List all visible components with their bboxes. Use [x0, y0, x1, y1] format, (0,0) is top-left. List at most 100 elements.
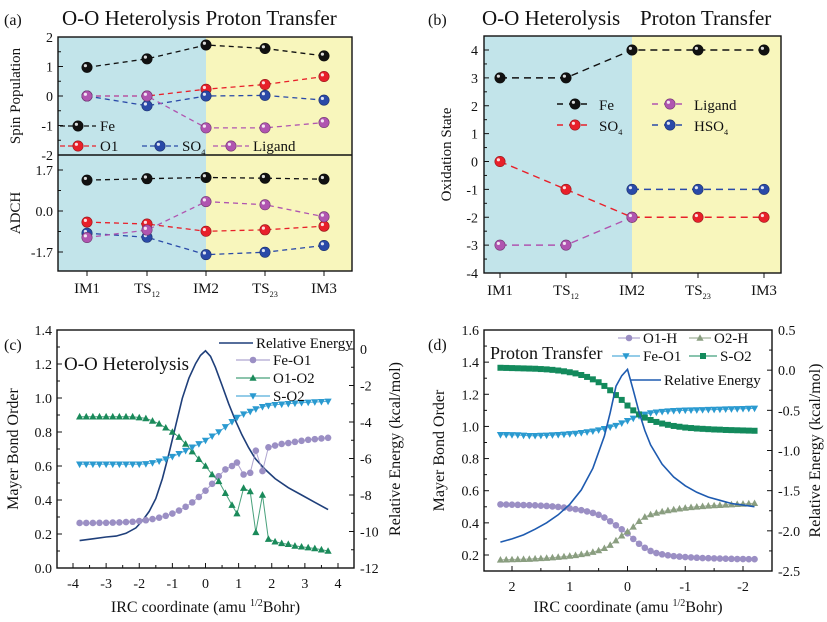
data-point — [285, 439, 292, 447]
subplot-spin-population: 2 1 0 -1 -2 Spin Population Fe O1 SO4 Ligand — [8, 31, 330, 164]
x-tick-label: 2 — [268, 577, 275, 592]
data-point — [259, 89, 271, 101]
data-point — [595, 511, 602, 519]
data-point — [745, 427, 752, 434]
y-axis-label: Oxidation State — [439, 107, 455, 201]
legend-marker — [625, 334, 633, 342]
data-point — [560, 183, 572, 195]
data-point-highlight — [83, 64, 87, 68]
series-ligand — [81, 90, 330, 134]
data-point-body — [81, 216, 93, 228]
data-point — [324, 434, 332, 442]
legend-marker-highlight — [227, 142, 231, 146]
data-point — [258, 491, 267, 498]
y-tick-label: 1 — [471, 128, 478, 143]
data-point — [658, 507, 666, 515]
data-point-body — [200, 122, 212, 134]
legend-marker-body — [664, 119, 676, 131]
data-point — [215, 477, 223, 485]
data-point — [155, 420, 163, 427]
data-point — [175, 433, 183, 440]
data-point — [692, 211, 704, 223]
data-point-body — [626, 211, 638, 223]
data-point — [318, 173, 330, 185]
data-point — [670, 505, 678, 513]
data-point — [687, 407, 695, 414]
data-point — [600, 544, 608, 552]
data-point — [716, 555, 724, 562]
data-point — [698, 407, 707, 414]
data-point — [751, 555, 758, 563]
data-point — [618, 525, 626, 533]
data-point — [265, 444, 272, 451]
data-point — [81, 232, 93, 244]
data-point — [577, 430, 585, 437]
y2-tick-label: 0 — [360, 343, 367, 358]
data-point — [595, 427, 603, 434]
data-point — [115, 412, 123, 420]
data-point — [705, 554, 712, 562]
panel-c: (c)0.00.20.40.60.81.01.21.40-2-4-6-8-10-… — [4, 324, 404, 616]
data-point — [278, 539, 286, 547]
data-point-highlight — [496, 74, 500, 78]
legend-marker — [72, 120, 84, 132]
data-point — [589, 548, 597, 555]
legend-marker — [249, 374, 257, 381]
data-point — [583, 508, 591, 515]
data-point — [618, 396, 625, 403]
legend-label: SO4 — [182, 139, 205, 157]
data-point — [142, 461, 150, 468]
data-point — [200, 225, 212, 237]
data-point — [606, 517, 614, 525]
data-point — [647, 417, 654, 423]
data-point-body — [81, 174, 93, 186]
data-point — [201, 437, 210, 445]
data-point — [89, 412, 97, 420]
legend-label: S-O2 — [273, 389, 305, 405]
data-point-body — [259, 122, 271, 134]
data-point — [698, 502, 707, 510]
data-point — [589, 509, 597, 517]
data-point — [297, 399, 306, 407]
panel-title-left: O-O Heterolysis — [482, 6, 620, 30]
y-tick-label: 0.6 — [35, 460, 53, 475]
data-point — [135, 413, 143, 421]
data-point-highlight — [320, 119, 324, 123]
x-tick-label: -2 — [133, 577, 145, 592]
data-point — [318, 94, 330, 106]
x-tick-label: 1 — [566, 580, 573, 595]
data-point-body — [318, 239, 330, 251]
data-point — [155, 514, 163, 521]
legend-marker — [249, 356, 257, 364]
data-point-body — [494, 156, 506, 168]
data-point — [508, 501, 516, 508]
data-point — [502, 501, 510, 508]
data-point — [525, 432, 533, 440]
data-point — [549, 366, 556, 373]
data-point-body — [141, 100, 153, 112]
x-tick-label: -4 — [67, 577, 79, 592]
y-tick-label: 0 — [46, 90, 53, 105]
plot-frame — [57, 36, 353, 272]
data-point — [202, 487, 209, 494]
data-point — [149, 515, 156, 523]
y-tick-label: -4 — [466, 267, 478, 282]
data-point — [317, 398, 326, 406]
x-tick-label: TS12 — [553, 283, 579, 301]
data-point — [612, 521, 620, 529]
data-point-highlight — [760, 213, 765, 218]
y2-tick-label: -0.5 — [778, 404, 800, 419]
data-point — [514, 365, 521, 372]
series-o1-h — [497, 501, 758, 563]
data-point — [733, 406, 741, 413]
data-point — [246, 487, 254, 495]
series-fe-o1 — [496, 405, 759, 440]
data-point-highlight — [562, 241, 567, 246]
y2-tick-label: -2 — [360, 380, 372, 395]
data-point-highlight — [261, 174, 265, 179]
data-point — [526, 365, 533, 372]
data-point — [129, 412, 137, 420]
data-point — [494, 156, 506, 168]
data-point — [129, 461, 137, 469]
